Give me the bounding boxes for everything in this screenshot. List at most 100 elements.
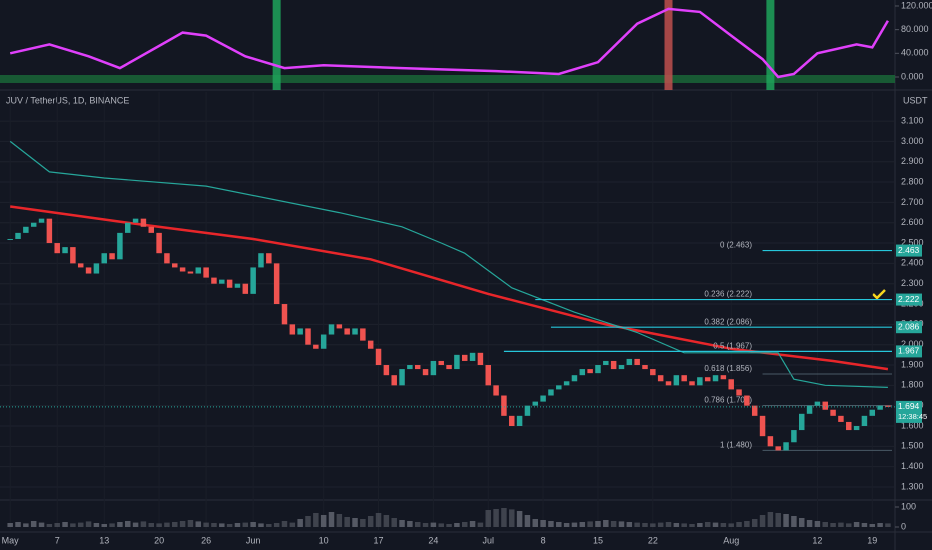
volume-bar	[744, 521, 750, 527]
y-tick-label: 3.100	[901, 115, 924, 125]
fib-price: 2.222	[898, 294, 920, 304]
candle-body	[62, 247, 68, 254]
candle-body	[642, 365, 648, 370]
volume-bar	[571, 522, 578, 527]
candle-body	[414, 365, 421, 370]
volume-bar	[62, 522, 68, 527]
volume-bar	[665, 522, 672, 527]
volume-bar	[125, 521, 131, 527]
volume-bar	[461, 522, 468, 527]
candle-body	[681, 375, 687, 382]
volume-bar	[85, 521, 92, 527]
candle-body	[689, 381, 695, 386]
candle-body	[838, 415, 844, 422]
candle-body	[556, 385, 562, 390]
fib-price: 2.463	[898, 245, 920, 255]
candle-body	[30, 222, 37, 227]
candle-body	[861, 415, 868, 427]
y-tick-label: 2.300	[901, 278, 924, 288]
y-tick-label: 1.900	[901, 359, 924, 369]
volume-bar	[689, 524, 695, 527]
candle-body	[242, 283, 249, 294]
candle-body	[85, 267, 92, 274]
volume-bar	[838, 522, 844, 527]
y-tick-label: 2.900	[901, 156, 924, 166]
volume-bar	[101, 524, 107, 527]
candle-body	[587, 369, 593, 374]
volume-bar	[634, 522, 640, 527]
candle-body	[430, 360, 437, 376]
candle-body	[516, 415, 523, 427]
candle-body	[791, 430, 797, 443]
volume-bar	[532, 519, 539, 527]
candle-body	[211, 277, 217, 284]
volume-bar	[422, 523, 429, 527]
candle-body	[219, 279, 225, 284]
signal-band	[664, 0, 673, 90]
volume-bar	[853, 522, 860, 527]
candle-body	[266, 253, 272, 264]
candle-body	[446, 365, 452, 370]
volume-bar	[626, 522, 633, 527]
candle-body	[109, 253, 115, 260]
volume-bar	[7, 523, 13, 527]
candle-body	[164, 253, 170, 264]
volume-bar	[164, 522, 170, 527]
candle-body	[524, 405, 531, 416]
candle-body	[548, 389, 554, 396]
osc-tick-label: 80.000	[901, 24, 929, 34]
x-tick-label: Aug	[723, 535, 739, 545]
x-tick-label: 10	[319, 535, 329, 545]
volume-bar	[38, 522, 45, 527]
x-tick-label: Jul	[482, 535, 494, 545]
volume-bar	[320, 515, 327, 527]
x-tick-label: 17	[374, 535, 384, 545]
volume-bar	[93, 523, 100, 527]
volume-bar	[469, 521, 476, 527]
oscillator-line	[9, 7, 889, 79]
volume-bar	[540, 520, 546, 527]
candle-body	[814, 401, 821, 406]
y-tick-label: 1.500	[901, 441, 924, 451]
candle-body	[822, 401, 828, 410]
candle-body	[305, 328, 311, 345]
candle-body	[634, 358, 640, 366]
volume-bar	[266, 524, 272, 527]
x-tick-label: 22	[648, 535, 658, 545]
volume-bar	[70, 523, 76, 527]
volume-bar	[54, 523, 60, 527]
candle-body	[7, 238, 13, 240]
y-tick-label: 2.700	[901, 197, 924, 207]
volume-bar	[650, 523, 656, 527]
volume-bar	[109, 523, 115, 527]
candle-body	[15, 232, 21, 239]
candle-body	[759, 415, 766, 437]
volume-bar	[563, 523, 570, 527]
candle-body	[618, 365, 625, 370]
candle-body	[195, 267, 202, 274]
volume-bar	[250, 522, 256, 527]
candle-body	[383, 365, 390, 376]
volume-bar	[814, 521, 821, 527]
candle-body	[775, 446, 781, 451]
candle-body	[704, 377, 711, 382]
candle-body	[313, 344, 319, 349]
candle-body	[469, 352, 476, 361]
candle-body	[70, 247, 76, 264]
fib-price: 1.967	[898, 346, 920, 356]
volume-bar	[219, 523, 225, 527]
candle-body	[626, 358, 633, 366]
volume-bar	[501, 508, 507, 527]
candle-body	[148, 226, 154, 233]
candle-body	[132, 218, 139, 223]
signal-band	[766, 0, 775, 90]
candle-body	[798, 413, 805, 431]
volume-bar	[140, 521, 147, 527]
candle-body	[23, 226, 29, 233]
x-tick-label: 19	[867, 535, 877, 545]
volume-bar	[657, 522, 664, 527]
candle-body	[391, 375, 397, 386]
y-tick-label: 2.400	[901, 258, 924, 268]
ma-line	[10, 205, 889, 371]
candle-body	[571, 375, 578, 382]
